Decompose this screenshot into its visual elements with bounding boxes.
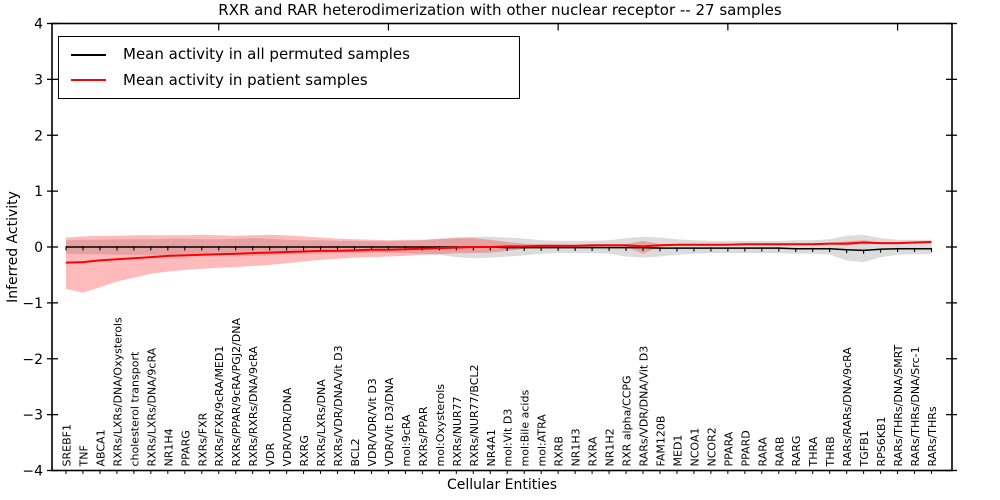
x-tick-label: RXR alpha/CCPG	[621, 375, 634, 466]
x-tick-label: THRB	[824, 436, 837, 467]
y-tick-label: −3	[22, 408, 43, 424]
x-tick-label: RARB	[773, 437, 786, 467]
x-tick-label: NCOA1	[688, 428, 701, 467]
x-tick-label: TGFB1	[858, 430, 871, 467]
x-tick-label: RARG	[790, 436, 803, 467]
y-tick-label: 1	[34, 184, 43, 200]
legend-label-patient: Mean activity in patient samples	[123, 70, 368, 89]
legend-line-patient-icon	[71, 79, 106, 82]
x-tick-label: VDR/VDR/DNA	[281, 387, 294, 466]
x-tick-label: VDR/VDR/Vit D3	[366, 378, 379, 466]
legend-line-permuted-icon	[71, 53, 106, 56]
x-tick-label: mol:ATRA	[536, 414, 549, 467]
y-tick-label: 2	[34, 128, 43, 144]
legend-item-permuted: Mean activity in all permuted samples	[71, 47, 519, 62]
confidence-band-permuted	[66, 234, 932, 263]
x-tick-label: RXRA	[587, 436, 600, 466]
y-tick-label: −1	[22, 296, 43, 312]
x-tick-label: RXRs/LXRs/DNA/Oxysterols	[111, 317, 124, 466]
x-tick-label: SREBF1	[61, 424, 74, 466]
x-tick-label: mol:Vit D3	[502, 409, 515, 467]
mean-line-patient	[65, 241, 932, 264]
x-tick-label: VDR	[264, 443, 277, 467]
x-tick-label: NR4A1	[485, 429, 498, 466]
x-tick-label: RARs/THRs/DNA/Src-1	[909, 346, 922, 466]
y-tick-label: 4	[34, 17, 43, 33]
legend-label-permuted: Mean activity in all permuted samples	[123, 45, 410, 64]
legend: Mean activity in all permuted samples Me…	[58, 36, 520, 99]
x-tick-label: RARA	[756, 437, 769, 467]
x-tick-label: RPS6KB1	[875, 416, 888, 466]
x-tick-label: RXRs/PPAR	[417, 406, 430, 466]
y-tick-label: 3	[34, 72, 43, 88]
x-tick-label: RARs/RARs/DNA/9cRA	[841, 347, 854, 467]
x-tick-label: RARs/VDR/DNA/Vit D3	[638, 346, 651, 467]
y-tick-label: 0	[34, 240, 43, 256]
x-tick-label: NR1H3	[570, 428, 583, 466]
x-tick-label: TNF	[77, 445, 90, 467]
x-tick-label: RXRs/FXR/9cRA/MED1	[213, 346, 226, 467]
x-tick-label: NR1H2	[604, 428, 617, 466]
chart-title: RXR and RAR heterodimerization with othe…	[218, 1, 782, 19]
x-tick-label: RXRB	[553, 436, 566, 466]
x-tick-label: PPARG	[179, 430, 192, 466]
legend-item-patient: Mean activity in patient samples	[71, 70, 519, 89]
x-tick-label: RXRs/RXRs/DNA/9cRA	[247, 346, 260, 467]
x-tick-label: MED1	[671, 435, 684, 467]
x-tick-label: mol:9cRA	[400, 414, 413, 466]
y-tick-label: −4	[22, 464, 43, 480]
x-tick-label: mol:Bile acids	[519, 390, 532, 467]
x-tick-label: BCL2	[349, 438, 362, 466]
x-tick-label: RXRs/LXRs/DNA	[315, 379, 328, 467]
x-tick-label: RARs/THRs/DNA/SMRT	[892, 344, 905, 466]
x-tick-label: PPARD	[739, 430, 752, 466]
x-tick-label: ABCA1	[94, 429, 107, 466]
x-tick-label: NCOR2	[705, 427, 718, 466]
y-tick-label: −2	[22, 352, 43, 368]
x-tick-label: RXRG	[298, 435, 311, 466]
x-axis-label: Cellular Entities	[446, 477, 558, 493]
x-tick-label: NR1H4	[162, 428, 175, 466]
x-tick-label: RXRs/NUR77/BCL2	[468, 364, 481, 466]
x-tick-label: RXRs/FXR	[196, 412, 209, 466]
x-tick-label: RXRs/LXRs/DNA/9cRA	[145, 347, 158, 466]
x-tick-label: THRA	[807, 436, 820, 467]
x-tick-label: PPARA	[722, 431, 735, 466]
x-tick-label: mol:Oxysterols	[434, 384, 447, 467]
y-axis-label: Inferred Activity	[5, 191, 21, 303]
x-tick-label: FAM120B	[654, 416, 667, 467]
x-tick-label: RXRs/NUR77	[451, 396, 464, 466]
confidence-band-patient	[66, 234, 932, 293]
x-tick-label: VDR/Vit D3/DNA	[383, 377, 396, 466]
x-tick-label: cholesterol transport	[128, 351, 141, 466]
x-tick-label: RXRs/PPAR/9cRA/PGJ2/DNA	[230, 318, 243, 467]
x-tick-label: RXRs/VDR/DNA/Vit D3	[332, 345, 345, 466]
x-tick-label: RARs/THRs	[926, 406, 939, 466]
